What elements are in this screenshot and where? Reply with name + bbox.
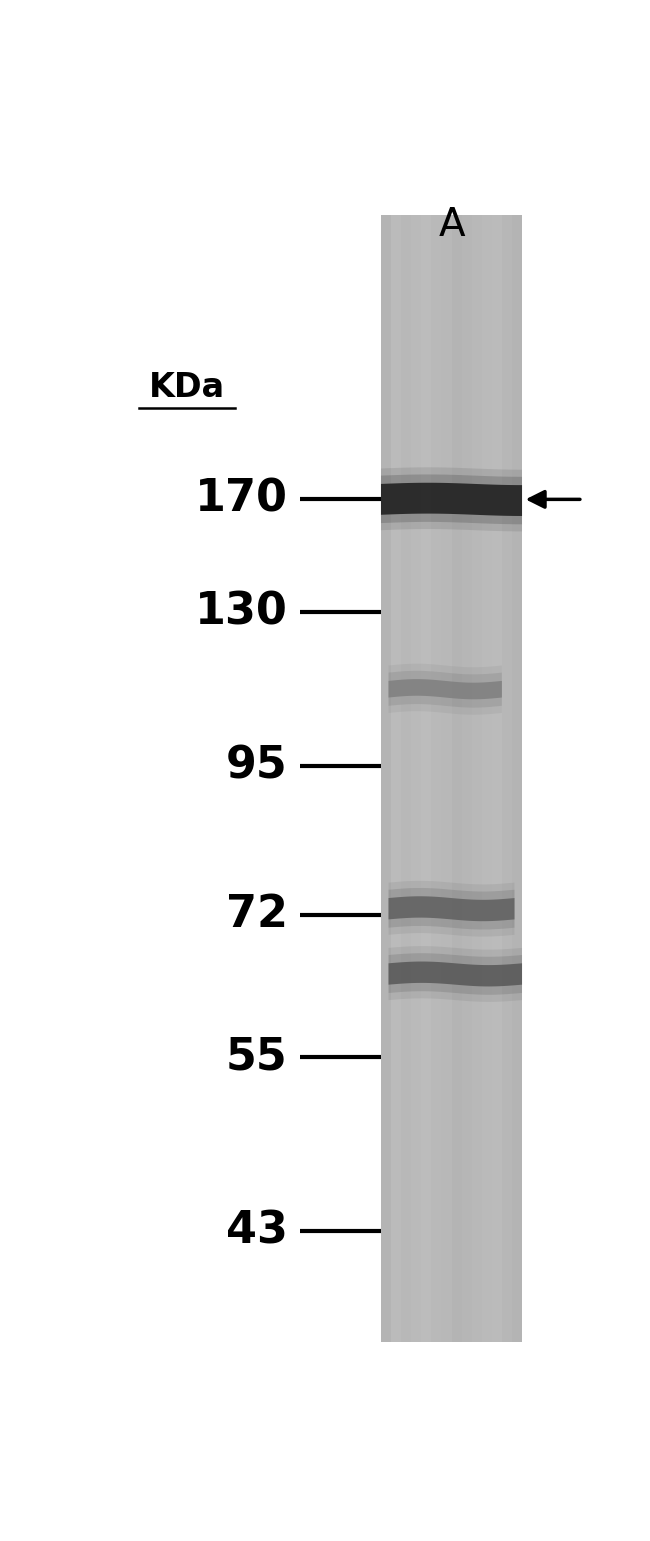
Text: 170: 170 xyxy=(195,478,288,521)
Bar xyxy=(472,214,482,1342)
Bar xyxy=(432,214,441,1342)
Text: 72: 72 xyxy=(226,894,288,937)
Polygon shape xyxy=(389,897,514,922)
Text: 43: 43 xyxy=(226,1210,288,1253)
Bar xyxy=(381,214,391,1342)
Text: 95: 95 xyxy=(226,744,288,787)
Text: 55: 55 xyxy=(226,1036,288,1079)
Polygon shape xyxy=(389,888,514,929)
Bar xyxy=(512,214,522,1342)
Polygon shape xyxy=(389,680,502,700)
Polygon shape xyxy=(389,946,522,1002)
Bar xyxy=(381,214,522,1342)
Polygon shape xyxy=(381,475,522,524)
Polygon shape xyxy=(389,962,522,986)
Bar xyxy=(421,214,432,1342)
Polygon shape xyxy=(389,881,514,937)
Polygon shape xyxy=(381,482,522,516)
Polygon shape xyxy=(381,467,522,532)
Polygon shape xyxy=(389,670,502,707)
Text: A: A xyxy=(438,206,465,245)
Bar xyxy=(411,214,421,1342)
Polygon shape xyxy=(389,954,522,995)
Text: KDa: KDa xyxy=(149,371,225,404)
Polygon shape xyxy=(389,664,502,715)
Bar xyxy=(391,214,401,1342)
Text: 130: 130 xyxy=(195,590,288,633)
Bar xyxy=(502,214,512,1342)
Bar xyxy=(441,214,452,1342)
Bar xyxy=(492,214,502,1342)
Bar xyxy=(462,214,472,1342)
Bar xyxy=(401,214,411,1342)
Bar xyxy=(452,214,461,1342)
Bar xyxy=(482,214,492,1342)
